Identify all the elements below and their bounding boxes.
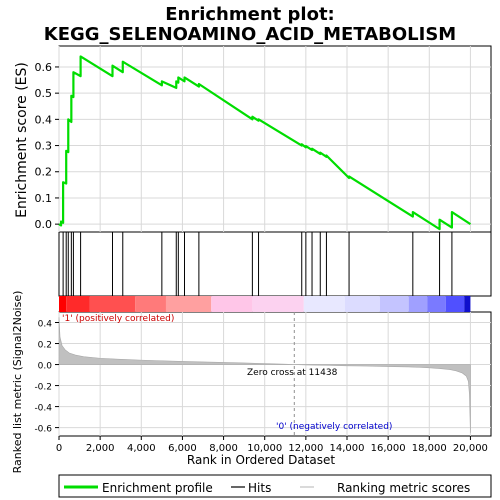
hit-markers	[62, 232, 453, 296]
es-tick-label: 0.5	[35, 87, 53, 100]
x-tick-label: 4,000	[127, 443, 156, 454]
heatmap-band	[252, 296, 304, 312]
heatmap-band	[303, 296, 345, 312]
metric-tick-label: -0.6	[34, 425, 52, 435]
es-tick-label: 0.4	[35, 113, 53, 126]
metric-tick-label: 0.2	[38, 341, 52, 351]
x-tick-label: 10,000	[247, 443, 282, 454]
metric-y-axis-label: Ranked list metric (Signal2Noise)	[11, 291, 24, 474]
es-y-ticks: 0.0 0.1 0.2 0.3 0.4 0.5 0.6	[35, 61, 59, 231]
es-tick-label: 0.2	[35, 166, 53, 179]
metric-tick-label: -0.2	[34, 383, 52, 393]
heatmap-band	[165, 296, 212, 312]
x-axis-label: Rank in Ordered Dataset	[187, 453, 335, 467]
x-tick-label: 18,000	[412, 443, 447, 454]
legend-label: Hits	[248, 481, 271, 495]
heatmap-band	[211, 296, 253, 312]
heatmap-band	[427, 296, 446, 312]
enrichment-profile-line	[58, 55, 472, 231]
ranking-metric-area	[58, 317, 471, 433]
es-grid	[58, 46, 491, 232]
legend-label: Enrichment profile	[102, 481, 213, 495]
negative-correlation-label: '0' (negatively correlated)	[276, 422, 392, 432]
es-tick-label: 0.6	[35, 61, 53, 74]
es-tick-label: 0.1	[35, 192, 53, 205]
x-tick-label: 2,000	[86, 443, 115, 454]
heatmap-band	[135, 296, 166, 312]
x-ticks: 0 2,000 4,000 6,000 8,000 10,000 12,000 14,000 1…	[56, 436, 488, 454]
es-y-axis-label: Enrichment score (ES)	[14, 62, 30, 218]
heatmap-band	[408, 296, 428, 312]
es-panel	[58, 45, 492, 233]
enrichment-profile-path	[58, 55, 472, 231]
x-tick-label: 8,000	[209, 443, 238, 454]
es-tick-label: 0.3	[35, 140, 53, 153]
heatmap-band	[89, 296, 136, 312]
metric-tick-label: 0.4	[38, 320, 53, 330]
metric-y-ticks: -0.6 -0.4 -0.2 0.0 0.2 0.4	[34, 320, 59, 435]
x-tick-label: 14,000	[330, 443, 365, 454]
metric-tick-label: 0.0	[38, 362, 53, 372]
heatmap-band	[464, 296, 471, 312]
positive-correlation-label: '1' (positively correlated)	[62, 314, 174, 324]
x-tick-label: 6,000	[168, 443, 197, 454]
heatmap-band	[59, 296, 67, 312]
heatmap-band	[445, 296, 465, 312]
zero-cross-label: Zero cross at 11438	[247, 368, 338, 378]
x-tick-label: 12,000	[288, 443, 323, 454]
title-line2: KEGG_SELENOAMINO_ACID_METABOLISM	[44, 24, 456, 45]
legend-box	[58, 474, 492, 498]
metric-tick-label: -0.4	[34, 404, 52, 414]
x-tick-label: 0	[56, 443, 62, 454]
title-line1: Enrichment plot:	[165, 4, 335, 25]
heatmap-band	[379, 296, 409, 312]
heatmap-band	[344, 296, 380, 312]
x-tick-label: 20,000	[453, 443, 488, 454]
legend: Enrichment profile Hits Ranking metric sco…	[64, 481, 470, 495]
legend-label: Ranking metric scores	[337, 481, 470, 495]
ranked-list-heatmap-bar	[59, 296, 471, 312]
heatmap-band	[66, 296, 90, 312]
x-tick-label: 16,000	[371, 443, 406, 454]
es-tick-label: 0.0	[35, 218, 53, 231]
ranking-metric-fill	[58, 317, 471, 433]
hits-panel	[58, 231, 492, 297]
metric-panel	[58, 311, 492, 437]
